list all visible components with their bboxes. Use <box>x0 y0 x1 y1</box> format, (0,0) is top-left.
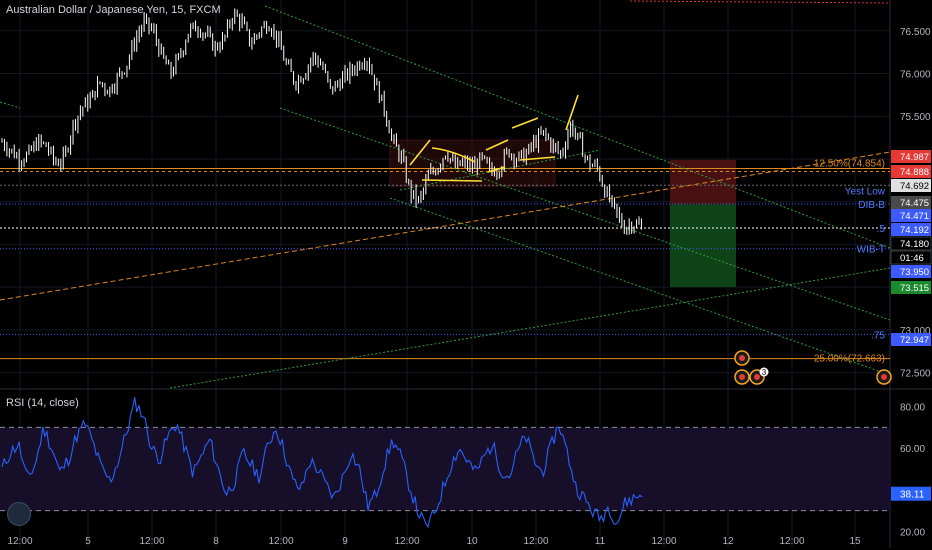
time-tick-label: 12:00 <box>394 536 419 547</box>
price-tag-label: 73.950 <box>900 267 929 278</box>
price-tag-label: 74.471 <box>900 211 929 222</box>
economic-event-icon-dot <box>739 374 745 380</box>
time-tick-label: 11 <box>595 536 606 547</box>
price-tag-bg <box>891 281 931 294</box>
price-tag-label: 74.192 <box>900 225 929 236</box>
time-tick-label: 12:00 <box>7 536 32 547</box>
level-label: .5 <box>877 224 886 235</box>
price-tag-label: 73.515 <box>900 283 929 294</box>
rsi-series[interactable] <box>0 397 890 529</box>
level-label: 25.00%(72.663) <box>814 354 885 365</box>
yellow-sketch <box>485 139 509 151</box>
event-markers[interactable]: 3 <box>734 350 892 385</box>
yellow-annotations <box>409 94 579 182</box>
take-profit-zone <box>670 204 736 288</box>
yellow-sketch <box>565 94 579 131</box>
price-tag-label: 74.475 <box>900 198 929 209</box>
drawn-lines <box>0 0 891 389</box>
price-tag-label: 74.987 <box>900 152 929 163</box>
economic-event-icon-dot <box>754 374 760 380</box>
rsi-tick-label: 60.00 <box>900 444 925 455</box>
trend-line <box>0 101 21 109</box>
trend-line <box>389 197 891 376</box>
price-tick-label: 76.500 <box>900 27 931 38</box>
level-label: Yest Low <box>845 186 886 197</box>
price-tag-bg <box>891 196 931 209</box>
yellow-sketch <box>421 179 483 182</box>
time-tick-label: 5 <box>85 536 91 547</box>
stop-loss-zone <box>670 159 736 205</box>
price-tag-label: 72.947 <box>900 335 929 346</box>
yellow-sketch <box>511 117 539 129</box>
time-tick-label: 12:00 <box>139 536 164 547</box>
rsi-value-tag <box>891 486 931 501</box>
tradingview-logo-icon[interactable] <box>7 502 31 526</box>
time-tick-label: 12 <box>722 536 734 547</box>
rsi-tick-label: 80.00 <box>900 403 925 414</box>
price-tag-bg <box>891 333 931 346</box>
axes: 76.50076.00075.50075.00074.50074.00073.5… <box>7 27 932 547</box>
chart-title: Australian Dollar / Japanese Yen, 15, FX… <box>6 4 221 16</box>
price-tag-bg <box>891 209 931 222</box>
economic-event-flag-icon-dot <box>739 355 745 361</box>
price-tag-bg <box>890 236 932 251</box>
event-count-badge <box>759 367 769 377</box>
level-label: .75 <box>871 330 885 341</box>
level-label: 12.50%(74.854) <box>814 159 885 170</box>
price-tick-label: 75.500 <box>900 112 931 123</box>
yellow-sketch <box>519 156 556 161</box>
yellow-sketch <box>409 139 431 166</box>
price-tag-bg <box>891 179 931 192</box>
rsi-line[interactable] <box>1 397 643 529</box>
level-label: DIB-B <box>858 200 885 211</box>
price-tick-label: 73.000 <box>900 326 931 337</box>
resistance-dotted <box>629 0 891 4</box>
rsi-value-label: 38.11 <box>900 490 925 501</box>
yellow-sketch <box>431 147 476 163</box>
trend-line <box>399 149 601 191</box>
yellow-sketch <box>487 166 506 173</box>
price-tag-label: 74.888 <box>900 167 929 178</box>
time-tick-label: 10 <box>466 536 478 547</box>
trade-zones <box>389 139 736 288</box>
level-label: WIB-T <box>857 245 885 256</box>
rsi-title: RSI (14, close) <box>6 397 79 409</box>
time-tick-label: 12:00 <box>268 536 293 547</box>
economic-event-icon-dot <box>881 374 887 380</box>
time-tick-label: 12:00 <box>523 536 548 547</box>
time-tick-label: 12:00 <box>651 536 676 547</box>
orange-trend-line <box>0 151 891 301</box>
candle-series[interactable] <box>1 8 642 235</box>
time-tick-label: 9 <box>342 536 348 547</box>
price-tag-bg <box>890 250 932 265</box>
event-count-label: 3 <box>762 368 767 377</box>
price-tick-label: 72.500 <box>900 369 931 380</box>
price-tag-bg <box>891 265 931 278</box>
price-tag-label: 74.180 <box>900 239 929 250</box>
rsi-band <box>0 427 890 511</box>
rsi-tick-label: 20.00 <box>900 527 925 538</box>
price-tag-bg <box>891 165 931 178</box>
price-tag-label: 01:46 <box>900 253 924 264</box>
time-tick-label: 8 <box>213 536 219 547</box>
price-tag-bg <box>891 150 931 163</box>
time-tick-label: 15 <box>849 536 861 547</box>
time-tick-label: 12:00 <box>779 536 804 547</box>
trend-line <box>169 267 891 389</box>
price-tag-label: 74.692 <box>900 181 929 192</box>
price-tick-label: 76.000 <box>900 69 931 80</box>
level-labels: 12.50%(74.854) Yest Low DIB-B .5 WIB-T .75 25.… <box>814 159 886 365</box>
price-tag-bg <box>891 223 931 236</box>
